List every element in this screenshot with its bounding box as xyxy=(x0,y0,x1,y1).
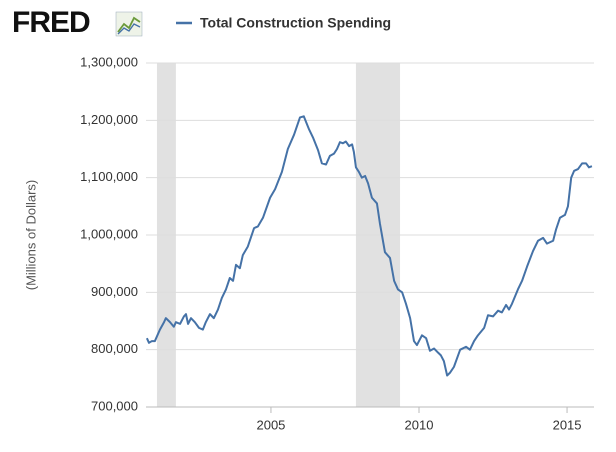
x-tick-label: 2015 xyxy=(553,417,582,432)
y-tick-label: 700,000 xyxy=(91,398,138,413)
logo: FRED xyxy=(12,6,90,39)
y-tick-label: 800,000 xyxy=(91,341,138,356)
data-line xyxy=(145,115,593,377)
y-tick-label: 1,000,000 xyxy=(80,226,138,241)
logo-icon xyxy=(115,11,143,37)
y-axis-title: (Millions of Dollars) xyxy=(23,180,38,291)
y-tick-label: 1,100,000 xyxy=(80,169,138,184)
y-tick-label: 1,300,000 xyxy=(80,54,138,69)
x-tick-label: 2005 xyxy=(256,417,285,432)
y-tick-label: 900,000 xyxy=(91,284,138,299)
x-tick-label: 2010 xyxy=(405,417,434,432)
y-tick-label: 1,200,000 xyxy=(80,112,138,127)
legend-label: Total Construction Spending xyxy=(200,15,391,31)
